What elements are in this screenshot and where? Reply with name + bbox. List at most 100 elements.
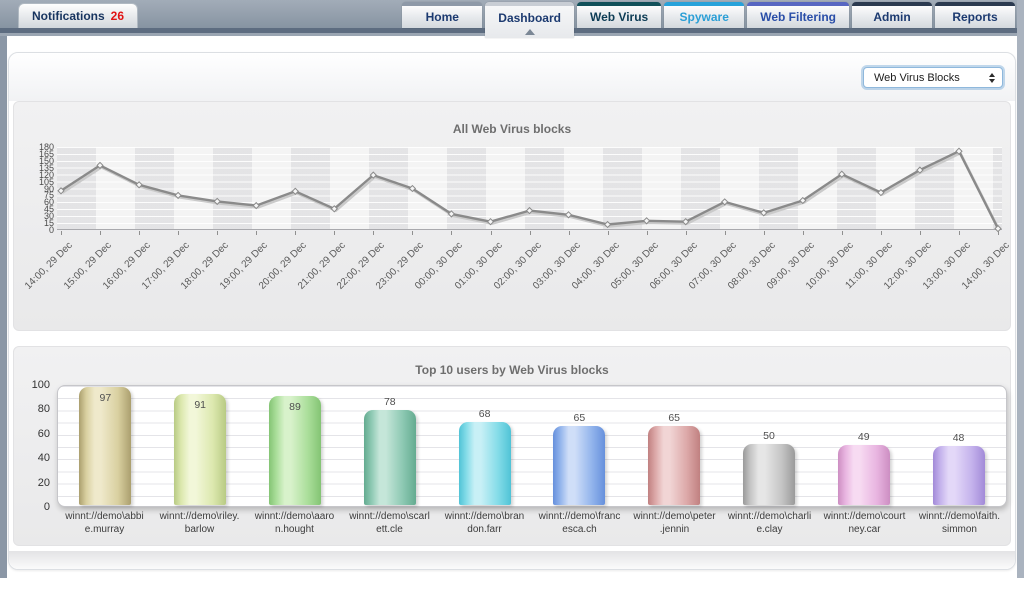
bar-chart-panel: Top 10 users by Web Virus blocks 100 80 60… [13,346,1011,546]
bar-category-label: winnt://demo\faith. simmon [918,511,1001,535]
bar-slot: 50 [722,386,817,506]
nav-tab-admin[interactable]: Admin [852,2,932,28]
line-x-tick [451,231,453,235]
bar-category-label: winnt://demo\bran don.farr [444,511,525,535]
line-x-tick [959,231,960,235]
bar [268,396,321,505]
bar-area: 97 91 89 78 68 65 65 50 49 48 [58,386,1006,506]
bar-chart-title: Top 10 users by Web Virus blocks [415,363,609,377]
bar [932,446,985,505]
bar-category-label: winnt://demo\franc esca.ch [538,511,621,535]
line-y-tick-label: 30 [43,211,54,222]
line-x-tick [100,231,101,235]
page-right-border [1017,0,1024,578]
line-x-tick [61,231,62,235]
bar-value-label: 97 [99,391,112,404]
line-x-tick [607,231,609,235]
bar [553,425,606,505]
nav-tab-spyware[interactable]: Spyware [664,2,745,28]
line-x-tick [685,231,687,235]
line-x-axis: 14:00, 29 Dec 15:00, 29 Dec 16:00, 29 Dec 1… [23,231,1012,306]
bar-plot: 97 91 89 78 68 65 65 50 49 48 [57,385,1007,507]
bar [174,394,227,505]
line-x-tick [568,231,570,235]
nav-tab-reports[interactable]: Reports [935,2,1015,28]
line-y-tick-label: 135 [38,162,54,173]
line-x-tick [373,231,375,235]
bar-y-tick-label: 20 [37,476,50,489]
line-y-tick-label: 150 [38,155,54,166]
bar [837,445,890,505]
bar [79,386,132,505]
line-y-tick-label: 90 [43,183,54,194]
report-type-select[interactable]: Web Virus Blocks [863,67,1003,88]
bar-value-label: 65 [573,411,586,424]
bar [648,425,701,505]
line-x-tick [217,231,219,235]
panel-footer [9,551,1015,569]
line-y-tick-label: 15 [43,218,54,229]
bar-value-label: 68 [478,408,491,420]
line-x-tick [412,231,414,235]
bar-slot: 91 [153,386,248,506]
bar-value-label: 78 [383,395,396,408]
line-plot [57,147,1002,233]
bar-slot: 89 [248,386,343,506]
line-x-tick [178,231,180,235]
line-y-axis: 180 165 150 135 120 105 90 75 60 45 30 15 0 [24,143,54,235]
bar-slot: 78 [342,386,437,506]
report-type-select-value: Web Virus Blocks [874,71,960,84]
bar-category-label: winnt://demo\riley. barlow [159,511,240,535]
bar-slot: 65 [627,386,722,506]
bar-value-label: 89 [289,401,301,414]
bar-value-label: 48 [952,432,965,445]
notifications-tab[interactable]: Notifications 26 [18,3,139,28]
bar-category-label: winnt://demo\peter .jennin [633,511,716,535]
bar-y-tick-label: 40 [37,452,50,465]
bar-value-label: 49 [857,431,870,444]
bar-y-tick-label: 60 [37,427,50,440]
nav-tabs: Home Dashboard Web Virus Spyware Web Filteri… [402,2,1015,38]
bar-y-tick-label: 0 [43,501,50,513]
nav-tab-dashboard[interactable]: Dashboard [485,2,574,38]
bar-category-label: winnt://demo\court ney.car [823,511,906,535]
bar-category-label: winnt://demo\aaro n.hought [254,511,335,535]
line-y-tick-label: 45 [43,204,54,215]
bar-y-tick-label: 80 [37,403,50,416]
bar-x-axis: winnt://demo\abbi e.murray winnt://demo\ri… [57,511,1007,536]
line-x-tick [919,231,921,235]
bar-category-label: winnt://demo\scarl ett.cle [349,511,430,535]
line-x-tick [841,231,843,235]
bar [742,444,795,505]
arrow-down-icon [989,78,995,83]
bar-slot: 48 [911,386,1006,506]
page-left-border [0,36,7,578]
panel-header: Web Virus Blocks [9,53,1015,101]
bar-value-label: 91 [194,399,207,411]
bar-y-axis: 100 80 60 40 20 0 [18,380,50,513]
bar-slot: 65 [532,386,627,506]
select-stepper-icon [989,72,1002,83]
bar-slot: 49 [816,386,911,506]
line-x-tick [646,231,648,235]
bar-y-tick-label: 100 [31,379,50,391]
line-x-tick [256,231,258,235]
nav-tab-web-filtering[interactable]: Web Filtering [747,2,849,28]
line-chart-svg [57,147,1002,233]
bar-category-label: winnt://demo\abbi e.murray [65,511,144,535]
line-chart-panel: All Web Virus blocks 180 165 150 135 120 105 9… [13,101,1012,331]
line-x-tick [490,231,492,235]
nav-tab-web-virus[interactable]: Web Virus [576,2,662,28]
nav-tab-home[interactable]: Home [402,2,483,28]
line-x-tick [529,231,531,235]
line-y-tick-label: 165 [38,148,54,159]
bar-slot: 97 [58,386,153,506]
bar-category-label: winnt://demo\charli e.clay [727,511,812,535]
line-x-tick [724,231,726,235]
line-x-tick [295,231,297,235]
line-y-tick-label: 0 [48,225,54,235]
line-y-tick-label: 75 [43,190,54,201]
bar-slot: 68 [437,386,532,506]
line-x-tick [334,231,336,235]
line-x-tick [998,231,999,235]
